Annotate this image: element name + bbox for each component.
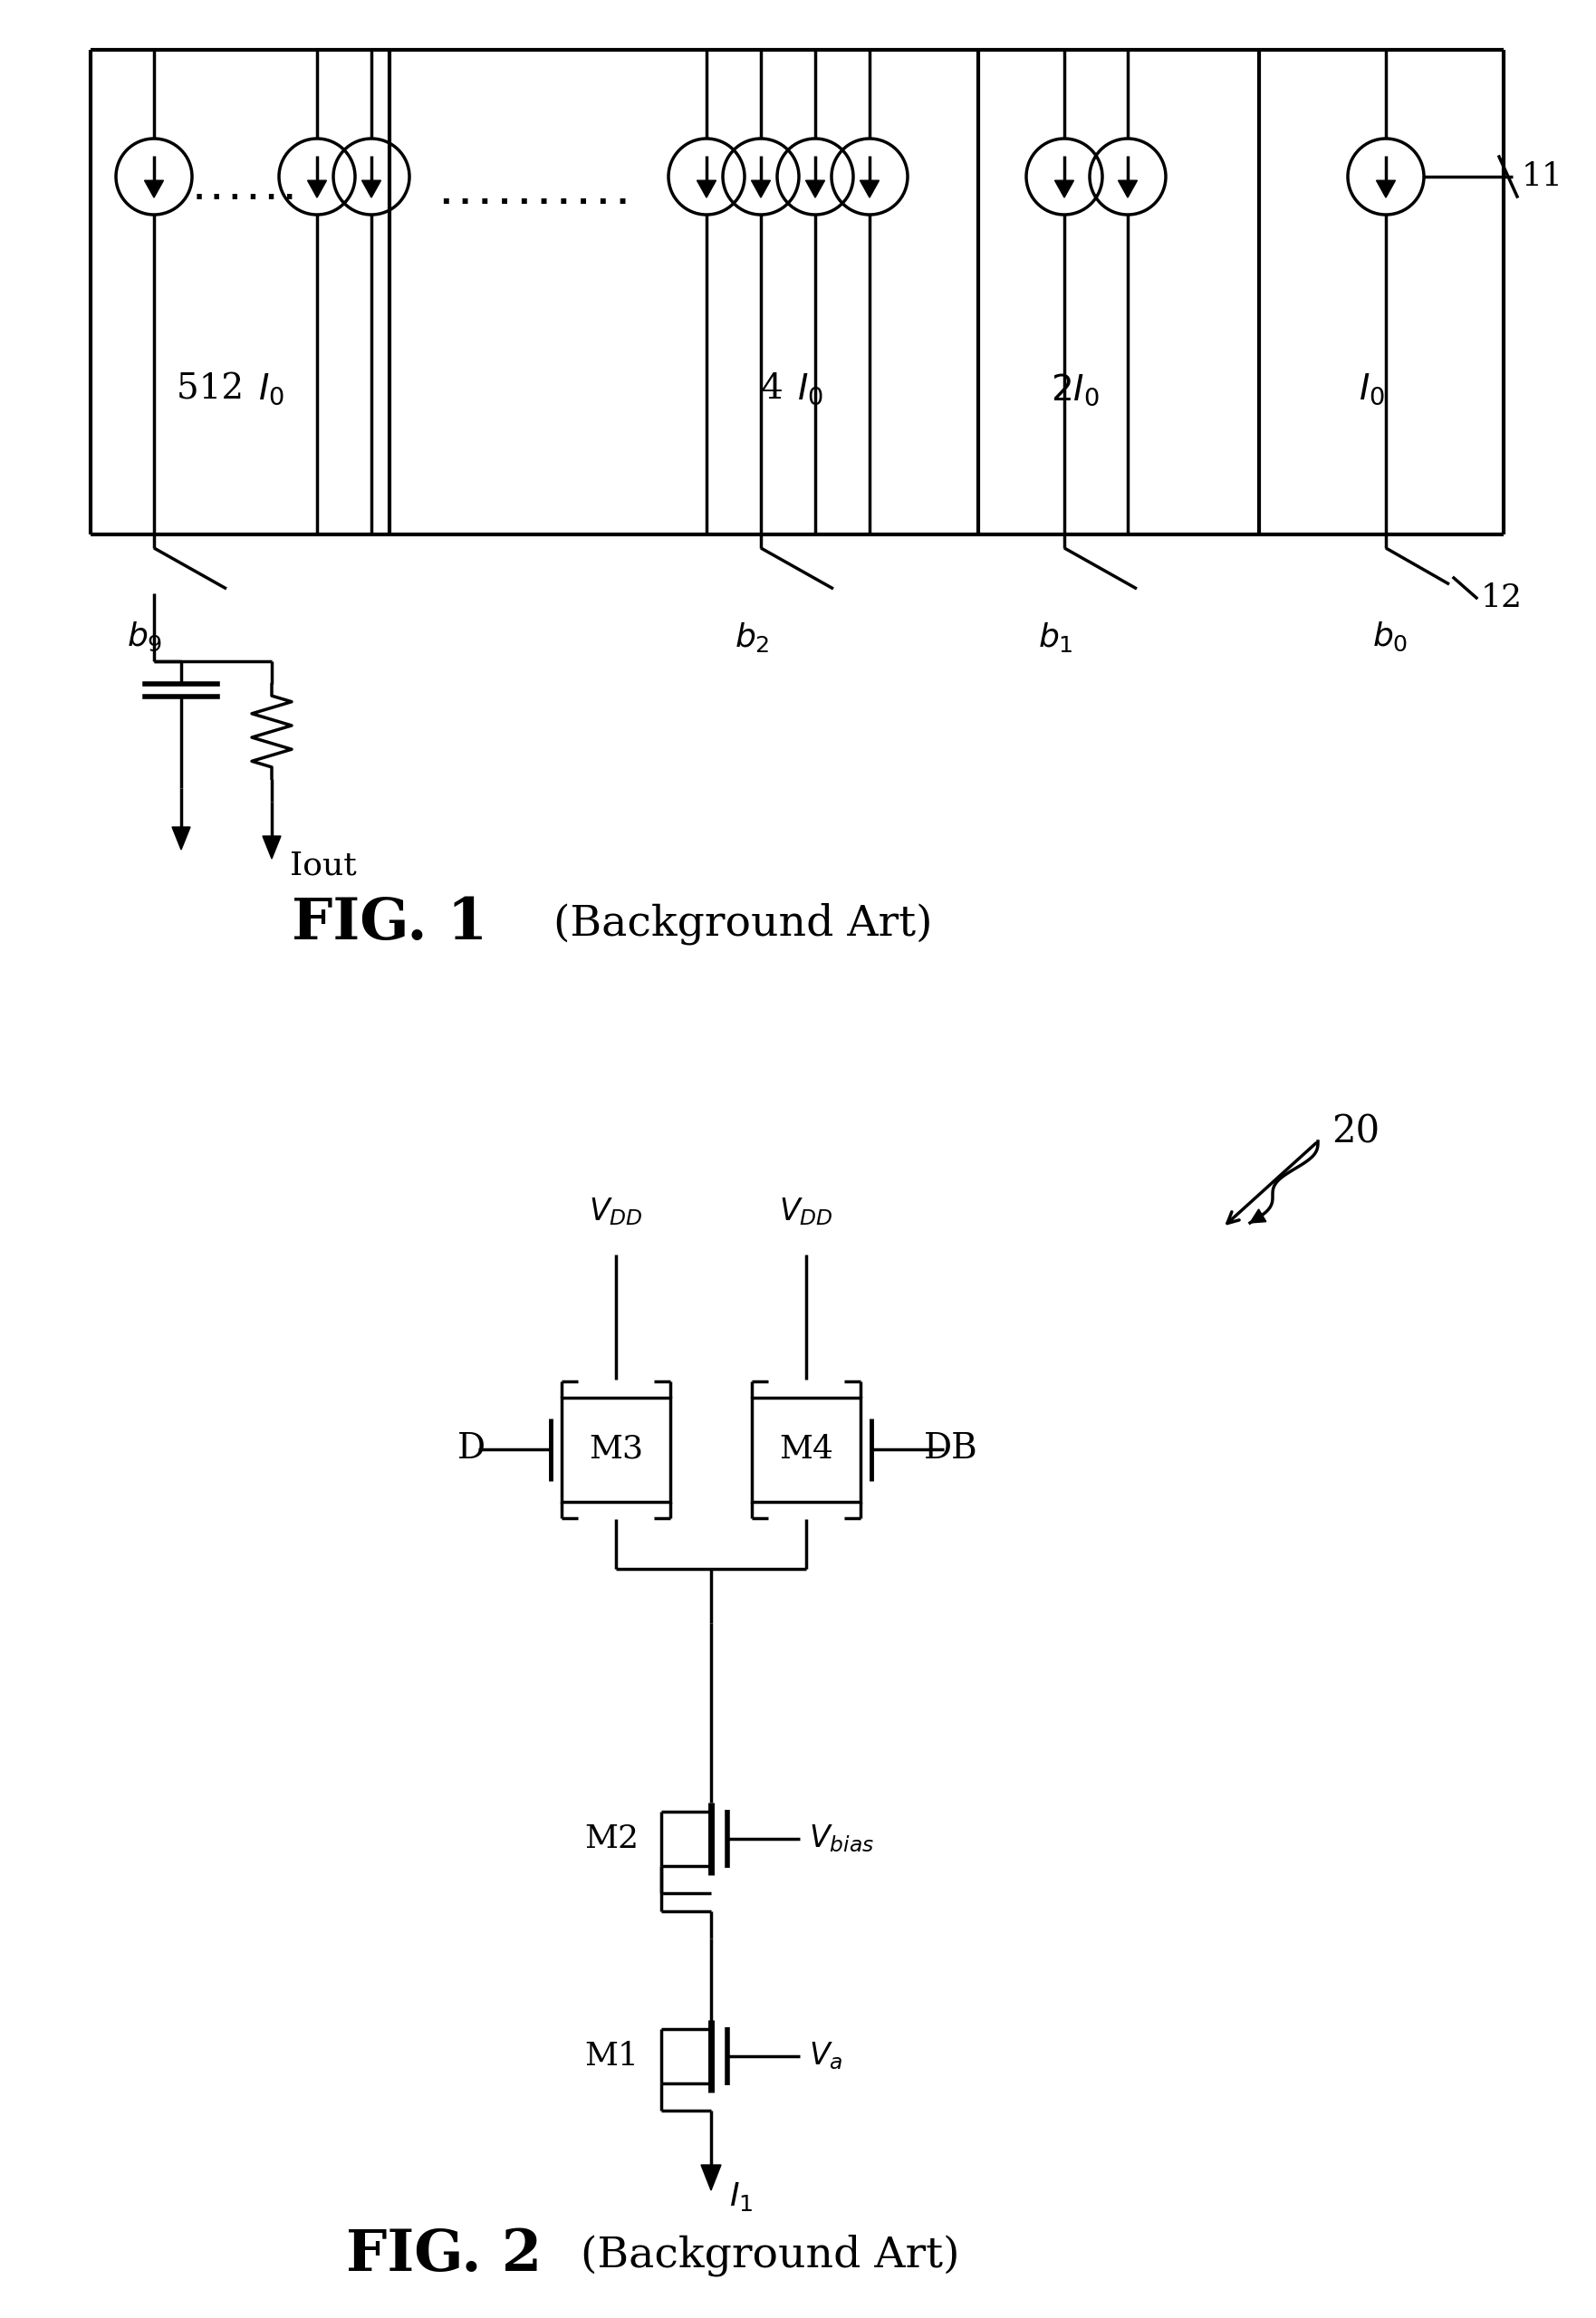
Text: 20: 20 — [1331, 1113, 1379, 1152]
Polygon shape — [145, 181, 163, 197]
Text: $b_0$: $b_0$ — [1373, 621, 1408, 654]
Text: FIG. 2: FIG. 2 — [346, 2228, 541, 2283]
Text: M2: M2 — [584, 1824, 638, 1854]
Text: $I_1$: $I_1$ — [729, 2181, 753, 2214]
Text: DB: DB — [924, 1433, 978, 1465]
Polygon shape — [806, 181, 825, 197]
Text: D: D — [456, 1433, 485, 1465]
Text: 11: 11 — [1521, 162, 1564, 192]
Text: M4: M4 — [779, 1435, 833, 1465]
Polygon shape — [752, 181, 771, 197]
Polygon shape — [1376, 181, 1395, 197]
Text: M1: M1 — [584, 2040, 638, 2072]
Bar — [752, 1398, 860, 1502]
Polygon shape — [1055, 181, 1074, 197]
Text: (Background Art): (Background Art) — [554, 904, 932, 946]
Polygon shape — [697, 181, 717, 197]
Text: $b_1$: $b_1$ — [1037, 621, 1073, 654]
Text: $b_2$: $b_2$ — [734, 621, 769, 654]
Text: $V_{DD}$: $V_{DD}$ — [779, 1196, 833, 1229]
FancyArrow shape — [172, 828, 190, 851]
Text: 4: 4 — [761, 373, 795, 406]
Text: M3: M3 — [589, 1435, 643, 1465]
Text: ......: ...... — [190, 176, 300, 206]
Text: (Background Art): (Background Art) — [581, 2235, 959, 2276]
FancyArrow shape — [701, 2165, 721, 2191]
Text: $V_{DD}$: $V_{DD}$ — [589, 1196, 643, 1229]
Polygon shape — [362, 181, 381, 197]
Text: $V_{bias}$: $V_{bias}$ — [809, 1822, 875, 1854]
Polygon shape — [1119, 181, 1138, 197]
Text: $I_0$: $I_0$ — [796, 371, 824, 408]
Text: Iout: Iout — [290, 851, 356, 881]
Text: $I_0$: $I_0$ — [1358, 371, 1385, 408]
Text: $2I_0$: $2I_0$ — [1050, 371, 1100, 408]
Polygon shape — [860, 181, 879, 197]
Text: FIG. 1: FIG. 1 — [292, 897, 487, 953]
Bar — [562, 1398, 670, 1502]
Text: $I_0$: $I_0$ — [259, 371, 284, 408]
Polygon shape — [308, 181, 327, 197]
Text: ..........: .......... — [436, 178, 634, 211]
FancyArrow shape — [263, 837, 281, 858]
Text: $V_a$: $V_a$ — [809, 2040, 843, 2072]
FancyArrow shape — [1250, 1210, 1266, 1224]
Text: 12: 12 — [1481, 582, 1523, 614]
Text: 512: 512 — [177, 373, 255, 406]
Text: $b_9$: $b_9$ — [128, 621, 163, 654]
